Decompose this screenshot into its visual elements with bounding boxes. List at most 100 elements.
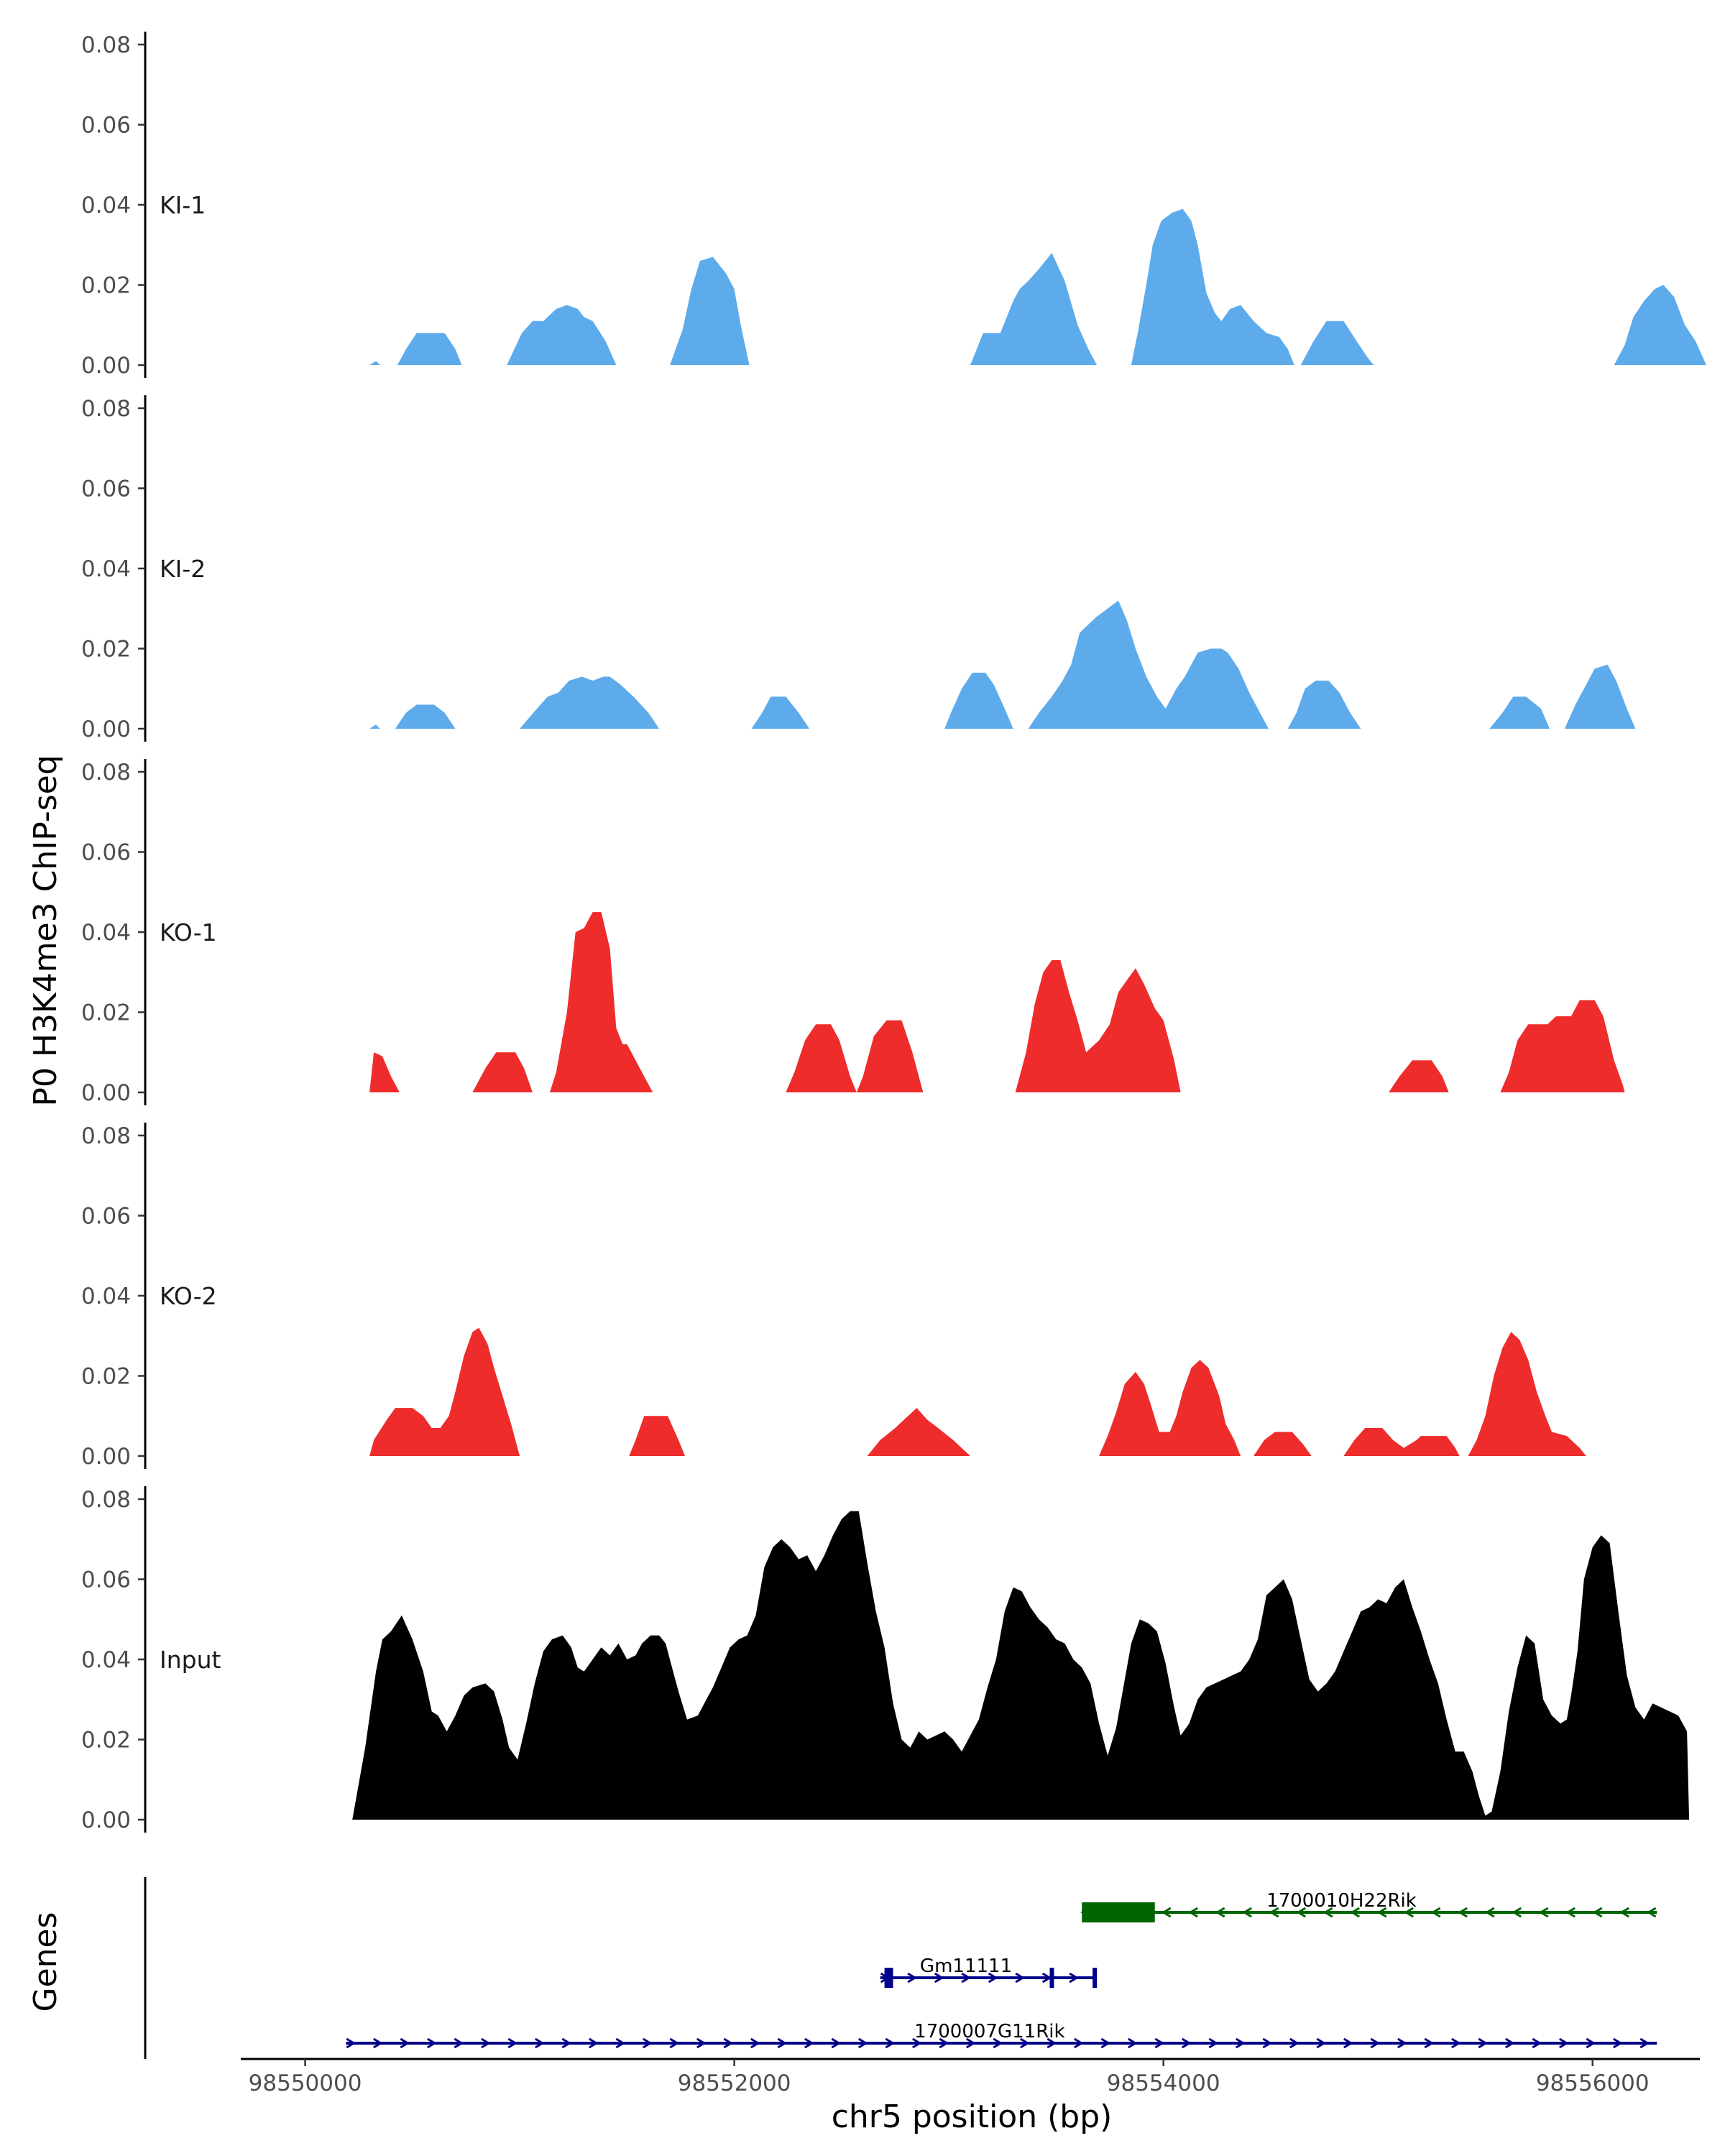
strand-arrow-icon bbox=[1532, 2037, 1542, 2049]
y-tick-label: 0.06 bbox=[81, 113, 131, 139]
strand-arrow-icon bbox=[1505, 2037, 1515, 2049]
strand-arrow-icon bbox=[1370, 2037, 1381, 2049]
y-tick-label: 0.06 bbox=[81, 476, 131, 502]
gene-annotation-panel: 1700010H22Rik Gm11111 1700007G11Rik bbox=[144, 1877, 1657, 2059]
y-tick-label: 0.06 bbox=[81, 1204, 131, 1230]
y-tick-label: 0.00 bbox=[81, 1807, 131, 1833]
strand-arrow-icon bbox=[1592, 1907, 1603, 1918]
strand-arrow-icon bbox=[346, 2037, 356, 2049]
strand-arrow-icon bbox=[993, 2037, 1003, 2049]
y-tick-label: 0.04 bbox=[81, 1284, 131, 1309]
gene-1700007g11rik: 1700007G11Rik bbox=[346, 2021, 1657, 2049]
strand-arrow-icon bbox=[1289, 2037, 1300, 2049]
x-axis: 98550000 98552000 98554000 98556000 bbox=[241, 2058, 1700, 2096]
strand-arrow-icon bbox=[831, 2037, 842, 2049]
gene-exon bbox=[1049, 1968, 1054, 1988]
strand-arrow-icon bbox=[1478, 2037, 1489, 2049]
strand-arrow-icon bbox=[912, 2037, 922, 2049]
strand-arrow-icon bbox=[750, 2037, 760, 2049]
strand-arrow-icon bbox=[1128, 2037, 1138, 2049]
strand-arrow-icon bbox=[1069, 1972, 1080, 1984]
strand-arrow-icon bbox=[939, 2037, 949, 2049]
strand-arrow-icon bbox=[1376, 1907, 1387, 1918]
strand-arrow-icon bbox=[1015, 1972, 1026, 1984]
y-tick-label: 0.08 bbox=[81, 1487, 131, 1513]
track-label: KO-1 bbox=[160, 918, 217, 946]
gene-exon bbox=[884, 1968, 893, 1988]
y-tick-label: 0.04 bbox=[81, 1647, 131, 1673]
gene-gm11111: Gm11111 bbox=[880, 1955, 1098, 1988]
y-axis-title: P0 H3K4me3 ChIP-seq bbox=[27, 755, 64, 1106]
strand-arrow-icon bbox=[643, 2037, 653, 2049]
track-ko-1: 0.00 0.02 0.04 0.06 0.08 KO-1 bbox=[81, 759, 1625, 1106]
strand-arrow-icon bbox=[1646, 1907, 1657, 1918]
strand-arrow-icon bbox=[1242, 1907, 1253, 1918]
strand-arrow-icon bbox=[589, 2037, 599, 2049]
strand-arrow-icon bbox=[1397, 2037, 1407, 2049]
strand-arrow-icon bbox=[907, 1972, 918, 1984]
y-tick-label: 0.06 bbox=[81, 1567, 131, 1593]
track-label: Input bbox=[160, 1646, 221, 1674]
y-tick-label: 0.00 bbox=[81, 353, 131, 379]
x-tick-label: 98550000 bbox=[249, 2070, 362, 2096]
y-tick-label: 0.08 bbox=[81, 396, 131, 422]
strand-arrow-icon bbox=[966, 2037, 976, 2049]
strand-arrow-icon bbox=[373, 2037, 383, 2049]
strand-arrow-icon bbox=[1215, 1907, 1225, 1918]
strand-arrow-icon bbox=[1559, 2037, 1569, 2049]
strand-arrow-icon bbox=[1484, 1907, 1495, 1918]
strand-arrow-icon bbox=[1074, 2037, 1084, 2049]
x-axis-title: chr5 position (bp) bbox=[832, 2099, 1113, 2135]
strand-arrow-icon bbox=[1343, 2037, 1353, 2049]
y-tick-label: 0.02 bbox=[81, 637, 131, 663]
strand-arrow-icon bbox=[507, 2037, 518, 2049]
gene-1700010h22rik: 1700010H22Rik bbox=[1080, 1890, 1657, 1922]
y-tick-label: 0.08 bbox=[81, 32, 131, 58]
strand-arrow-icon bbox=[1316, 2037, 1327, 2049]
y-tick-label: 0.00 bbox=[81, 717, 131, 742]
strand-arrow-icon bbox=[1565, 1907, 1576, 1918]
coverage-area-ko-2 bbox=[369, 1327, 1586, 1456]
strand-arrow-icon bbox=[669, 2037, 680, 2049]
strand-arrow-icon bbox=[1154, 2037, 1165, 2049]
strand-arrow-icon bbox=[1430, 1907, 1441, 1918]
gene-label: 1700010H22Rik bbox=[1266, 1890, 1417, 1912]
strand-arrow-icon bbox=[1451, 2037, 1461, 2049]
strand-arrow-icon bbox=[1619, 1907, 1630, 1918]
strand-arrow-icon bbox=[481, 2037, 491, 2049]
strand-arrow-icon bbox=[1512, 1907, 1522, 1918]
strand-arrow-icon bbox=[885, 2037, 896, 2049]
strand-arrow-icon bbox=[1404, 1907, 1414, 1918]
y-tick-label: 0.04 bbox=[81, 920, 131, 946]
strand-arrow-icon bbox=[1182, 2037, 1192, 2049]
strand-arrow-icon bbox=[1424, 2037, 1435, 2049]
strand-arrow-icon bbox=[1322, 1907, 1333, 1918]
gene-exon bbox=[1082, 1902, 1155, 1922]
strand-arrow-icon bbox=[561, 2037, 572, 2049]
strand-arrow-icon bbox=[535, 2037, 545, 2049]
strand-arrow-icon bbox=[427, 2037, 437, 2049]
track-label: KI-2 bbox=[160, 555, 206, 583]
x-tick-label: 98556000 bbox=[1536, 2070, 1650, 2096]
strand-arrow-icon bbox=[858, 2037, 868, 2049]
coverage-area-ki-1 bbox=[369, 208, 1706, 365]
strand-arrow-icon bbox=[1296, 1907, 1307, 1918]
strand-arrow-icon bbox=[1350, 1907, 1361, 1918]
strand-arrow-icon bbox=[454, 2037, 464, 2049]
y-tick-label: 0.08 bbox=[81, 1123, 131, 1149]
gene-label: Gm11111 bbox=[920, 1955, 1012, 1977]
strand-arrow-icon bbox=[1161, 1907, 1172, 1918]
y-tick-label: 0.00 bbox=[81, 1444, 131, 1470]
strand-arrow-icon bbox=[961, 1972, 972, 1984]
coverage-area-input bbox=[352, 1511, 1690, 1820]
y-tick-label: 0.04 bbox=[81, 556, 131, 582]
x-tick-label: 98554000 bbox=[1107, 2070, 1220, 2096]
strand-arrow-icon bbox=[804, 2037, 814, 2049]
strand-arrow-icon bbox=[1458, 1907, 1468, 1918]
gene-exon bbox=[1092, 1968, 1098, 1988]
strand-arrow-icon bbox=[1020, 2037, 1030, 2049]
strand-arrow-icon bbox=[723, 2037, 734, 2049]
track-ko-2: 0.00 0.02 0.04 0.06 0.08 KO-2 bbox=[81, 1123, 1586, 1470]
gene-label: 1700007G11Rik bbox=[914, 2021, 1064, 2042]
